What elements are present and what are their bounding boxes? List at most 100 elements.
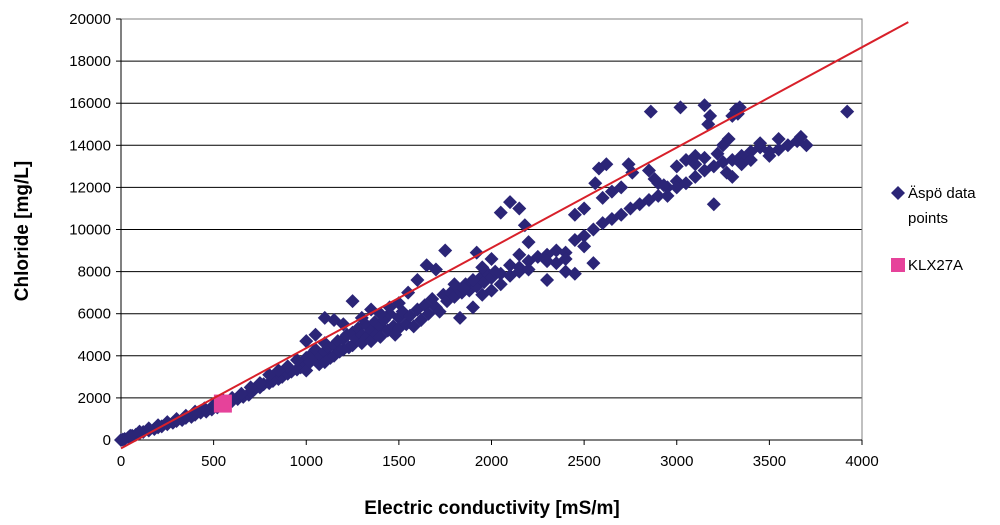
data-point-aspo xyxy=(586,256,601,271)
data-point-aspo xyxy=(651,188,666,203)
data-point-aspo xyxy=(604,184,619,199)
data-point-aspo xyxy=(549,243,564,258)
data-point-aspo xyxy=(567,207,582,222)
legend-item-klx27a: KLX27A xyxy=(891,257,963,274)
data-point-aspo xyxy=(438,243,453,258)
data-point-aspo xyxy=(591,161,606,176)
data-point-klx27a xyxy=(213,394,232,413)
data-point-aspo xyxy=(641,163,656,178)
data-point-aspo xyxy=(577,228,592,243)
y-tick-label: 18000 xyxy=(69,53,111,70)
y-tick-label: 20000 xyxy=(69,11,111,28)
data-point-aspo xyxy=(432,304,447,319)
data-point-aspo xyxy=(771,131,786,146)
data-point-aspo xyxy=(289,353,304,368)
x-tick-label: 3000 xyxy=(660,453,693,470)
data-point-aspo xyxy=(503,195,518,210)
gridlines xyxy=(121,18,862,399)
data-point-aspo xyxy=(840,104,855,119)
y-tick-label: 4000 xyxy=(78,348,111,365)
data-point-aspo xyxy=(453,310,468,325)
data-point-aspo xyxy=(567,266,582,281)
data-point-aspo xyxy=(503,268,518,283)
data-point-aspo xyxy=(308,327,323,342)
data-point-aspo xyxy=(540,254,555,269)
data-point-aspo xyxy=(660,188,675,203)
data-point-aspo xyxy=(327,313,342,328)
x-tick-label: 1500 xyxy=(382,453,415,470)
data-point-aspo xyxy=(465,273,480,288)
data-point-aspo xyxy=(512,264,527,279)
data-point-aspo xyxy=(115,432,130,447)
x-tick-label: 1000 xyxy=(290,453,323,470)
data-point-aspo xyxy=(317,310,332,325)
y-tick-label: 10000 xyxy=(69,222,111,239)
data-point-aspo xyxy=(521,235,536,250)
legend-label-klx27a: KLX27A xyxy=(908,257,963,274)
data-point-aspo xyxy=(243,380,258,395)
data-point-aspo xyxy=(697,150,712,165)
data-point-aspo xyxy=(469,245,484,260)
data-point-aspo xyxy=(512,247,527,262)
data-point-aspo xyxy=(588,176,603,191)
legend: Äspö data points KLX27A xyxy=(891,185,976,274)
data-point-aspo xyxy=(669,159,684,174)
x-tick-label: 2000 xyxy=(475,453,508,470)
x-tick-label: 500 xyxy=(201,453,226,470)
diamond-icon xyxy=(891,186,905,200)
data-point-aspo xyxy=(688,169,703,184)
data-point-aspo xyxy=(688,148,703,163)
data-point-aspo xyxy=(447,277,462,292)
y-axis-ticks: 0 2000 4000 6000 8000 10000 12000 14000 16000 180… xyxy=(69,11,121,449)
y-tick-label: 14000 xyxy=(69,137,111,154)
data-point-aspo xyxy=(493,205,508,220)
data-point-aspo xyxy=(703,108,718,123)
data-point-aspo xyxy=(697,98,712,113)
x-axis-title: Electric conductivity [mS/m] xyxy=(364,498,620,519)
data-point-aspo xyxy=(465,300,480,315)
data-point-aspo xyxy=(484,283,499,298)
data-point-aspo xyxy=(512,201,527,216)
data-point-aspo xyxy=(475,260,490,275)
x-axis-ticks: 0 500 1000 1500 2000 2500 3000 3500 4000 xyxy=(117,440,879,470)
legend-item-aspo: Äspö data points xyxy=(891,185,976,227)
y-axis-title: Chloride [mg/L] xyxy=(12,161,33,301)
data-point-aspo xyxy=(656,178,671,193)
data-point-aspo xyxy=(345,294,360,309)
data-point-aspo xyxy=(558,264,573,279)
data-point-aspo xyxy=(721,131,736,146)
y-tick-label: 16000 xyxy=(69,95,111,112)
data-point-aspo xyxy=(614,207,629,222)
data-point-aspo xyxy=(743,153,758,168)
x-tick-label: 4000 xyxy=(845,453,878,470)
y-tick-label: 2000 xyxy=(78,390,111,407)
data-point-aspo xyxy=(503,258,518,273)
data-point-aspo xyxy=(493,266,508,281)
x-tick-label: 2500 xyxy=(567,453,600,470)
x-tick-label: 3500 xyxy=(753,453,786,470)
data-point-aspo xyxy=(484,251,499,266)
data-point-aspo xyxy=(521,262,536,277)
trend-line xyxy=(120,21,909,450)
data-point-aspo xyxy=(793,129,808,144)
data-point-aspo xyxy=(558,251,573,266)
data-point-aspo xyxy=(262,367,277,382)
data-point-aspo xyxy=(540,273,555,288)
data-point-aspo xyxy=(753,136,768,151)
y-tick-label: 12000 xyxy=(69,179,111,196)
data-point-aspo xyxy=(410,273,425,288)
legend-label-aspo-line2: points xyxy=(908,210,948,227)
data-point-aspo xyxy=(725,169,740,184)
data-point-aspo xyxy=(493,277,508,292)
y-tick-label: 0 xyxy=(103,432,111,449)
data-point-aspo xyxy=(595,190,610,205)
data-point-aspo xyxy=(673,100,688,115)
y-tick-label: 6000 xyxy=(78,306,111,323)
data-point-aspo xyxy=(669,180,684,195)
data-point-aspo xyxy=(577,201,592,216)
square-icon xyxy=(891,258,905,272)
data-points xyxy=(114,98,855,447)
data-point-aspo xyxy=(762,144,777,159)
data-point-aspo xyxy=(586,222,601,237)
data-point-aspo xyxy=(364,302,379,317)
